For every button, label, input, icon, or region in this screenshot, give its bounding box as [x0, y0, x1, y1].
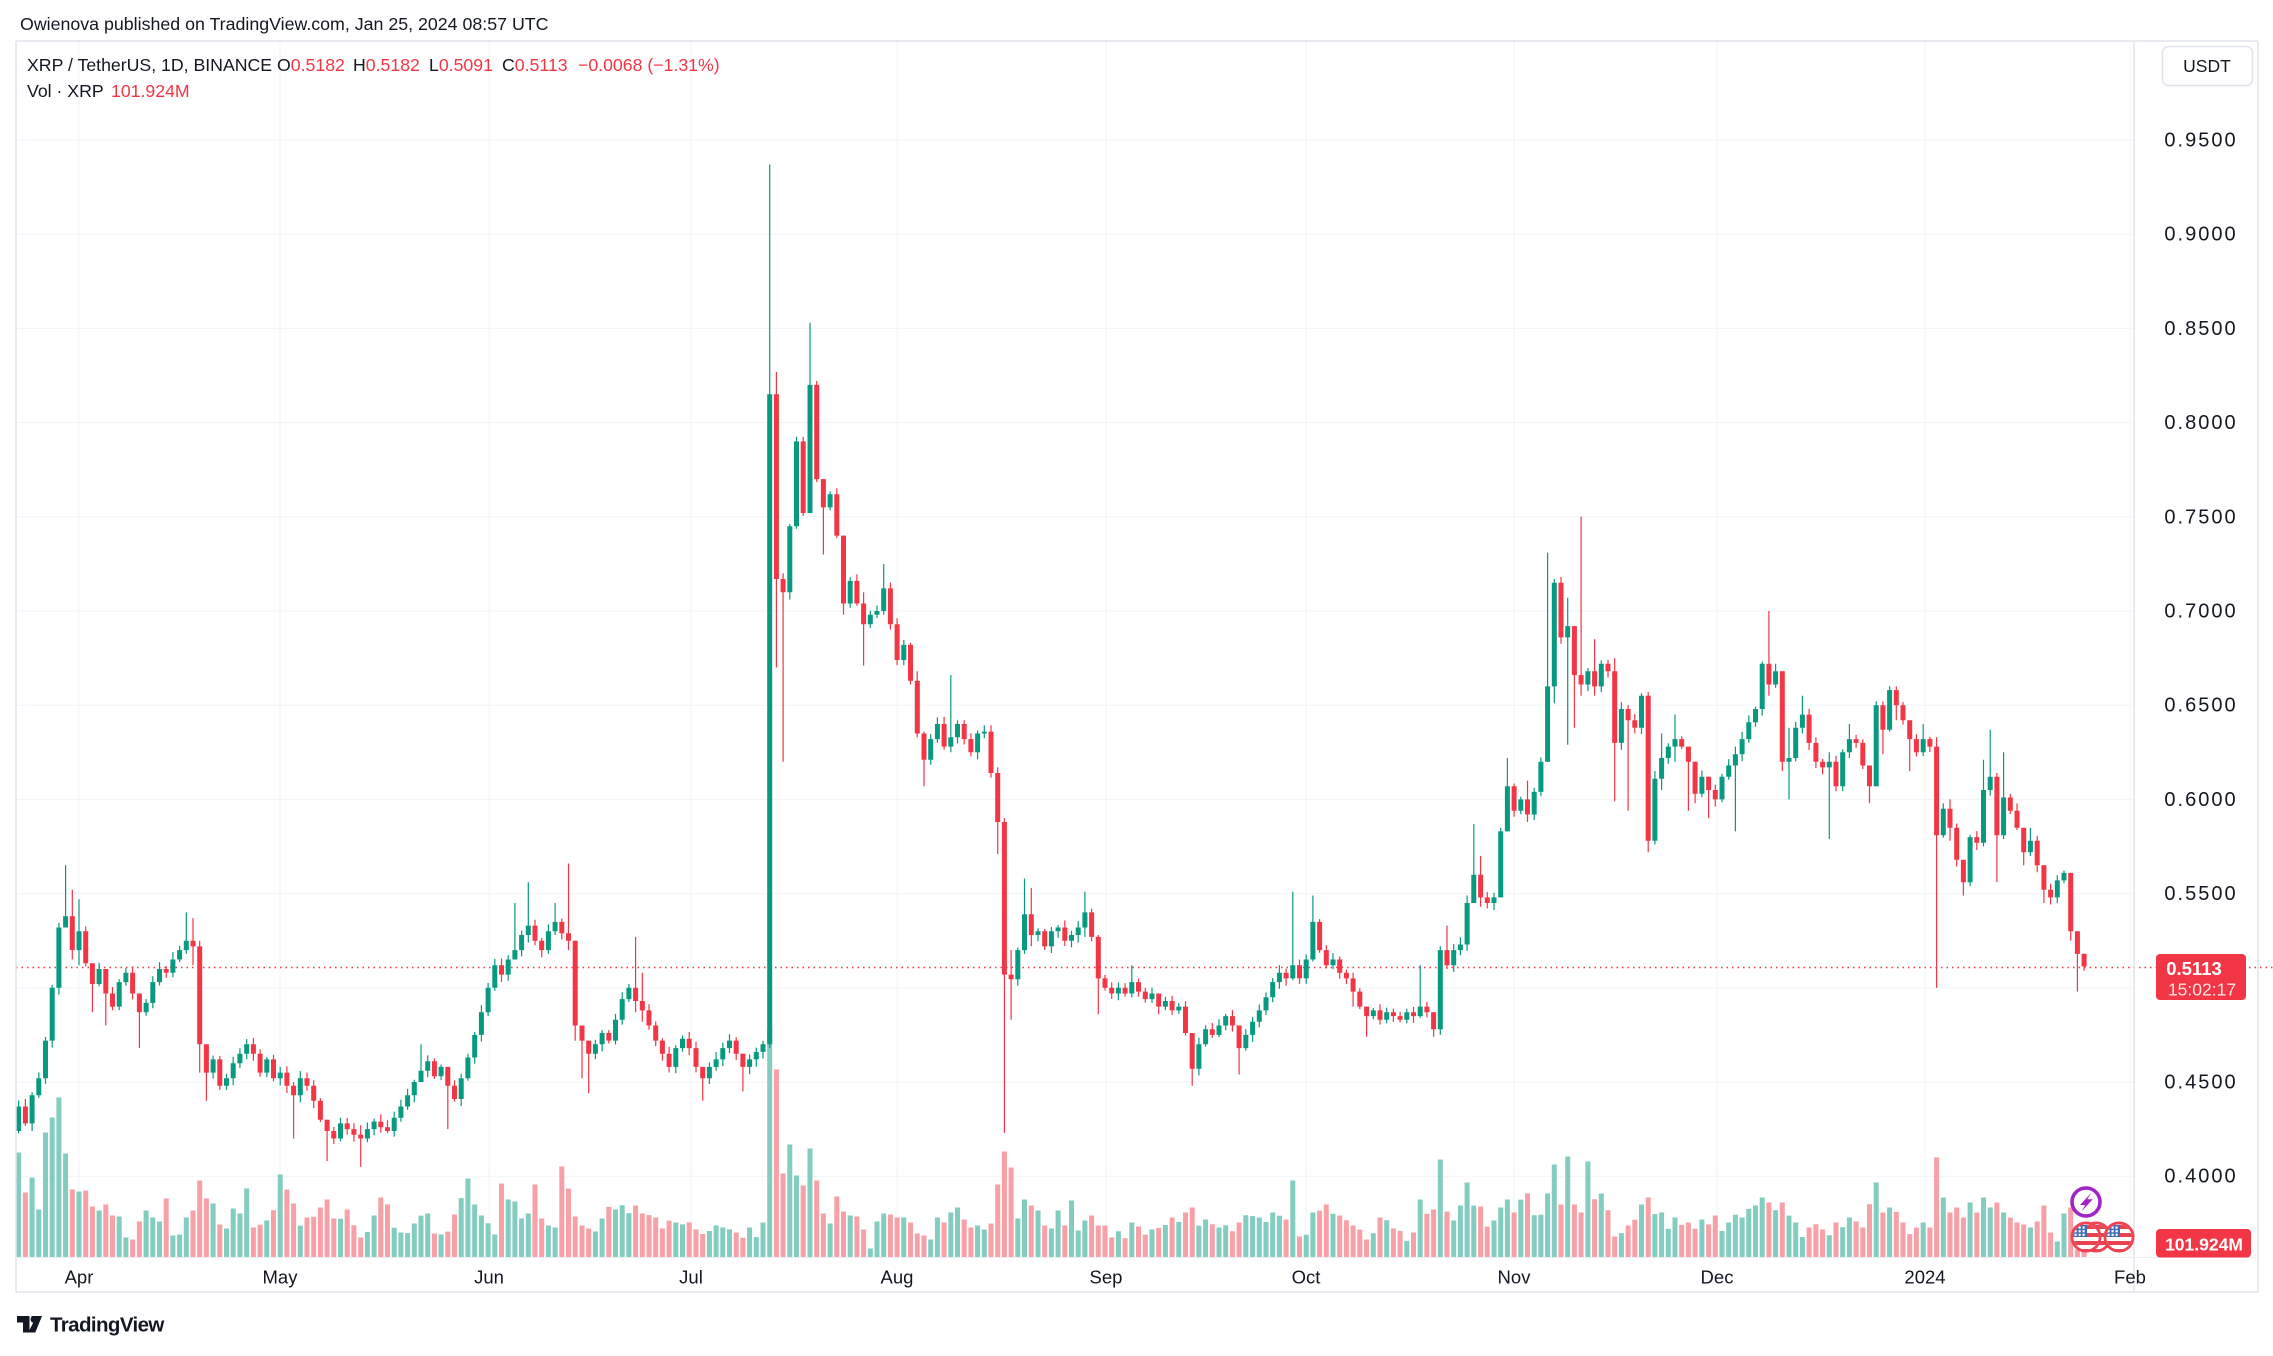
svg-text:Feb: Feb: [2114, 1267, 2146, 1288]
svg-text:Apr: Apr: [65, 1267, 94, 1288]
svg-text:Nov: Nov: [1498, 1267, 1532, 1288]
svg-text:H0.5182: H0.5182: [353, 55, 420, 75]
svg-text:Aug: Aug: [881, 1267, 914, 1288]
svg-text:USDT: USDT: [2183, 56, 2231, 76]
svg-text:L0.5091: L0.5091: [429, 55, 493, 75]
svg-text:0.6000: 0.6000: [2164, 789, 2237, 811]
svg-text:TradingView: TradingView: [50, 1314, 164, 1337]
svg-text:Dec: Dec: [1701, 1267, 1734, 1288]
svg-text:0.7500: 0.7500: [2164, 506, 2237, 528]
svg-text:0.8000: 0.8000: [2164, 412, 2237, 434]
svg-text:Jun: Jun: [474, 1267, 504, 1288]
svg-text:0.8500: 0.8500: [2164, 318, 2237, 340]
svg-text:Vol · XRP: Vol · XRP: [27, 81, 104, 101]
svg-text:−0.0068 (−1.31%): −0.0068 (−1.31%): [578, 55, 720, 75]
svg-text:Oct: Oct: [1292, 1267, 1321, 1288]
svg-text:Sep: Sep: [1090, 1267, 1123, 1288]
svg-text:O0.5182: O0.5182: [277, 55, 345, 75]
svg-text:2024: 2024: [1904, 1267, 1945, 1288]
svg-text:15:02:17: 15:02:17: [2168, 980, 2236, 1000]
svg-text:0.5113: 0.5113: [2166, 958, 2222, 979]
svg-text:C0.5113: C0.5113: [502, 55, 568, 75]
svg-text:101.924M: 101.924M: [2165, 1235, 2243, 1255]
svg-text:May: May: [263, 1267, 299, 1288]
svg-text:0.6500: 0.6500: [2164, 695, 2237, 717]
svg-text:0.9500: 0.9500: [2164, 130, 2237, 152]
svg-text:0.4500: 0.4500: [2164, 1072, 2237, 1094]
svg-text:Owienova published on TradingV: Owienova published on TradingView.com, J…: [20, 14, 549, 34]
svg-text:Jul: Jul: [679, 1267, 703, 1288]
svg-text:0.5500: 0.5500: [2164, 883, 2237, 905]
svg-text:0.4000: 0.4000: [2164, 1166, 2237, 1188]
svg-text:XRP / TetherUS, 1D, BINANCE: XRP / TetherUS, 1D, BINANCE: [27, 55, 272, 75]
svg-text:0.7000: 0.7000: [2164, 601, 2237, 623]
svg-text:0.9000: 0.9000: [2164, 224, 2237, 246]
svg-text:101.924M: 101.924M: [111, 81, 190, 101]
